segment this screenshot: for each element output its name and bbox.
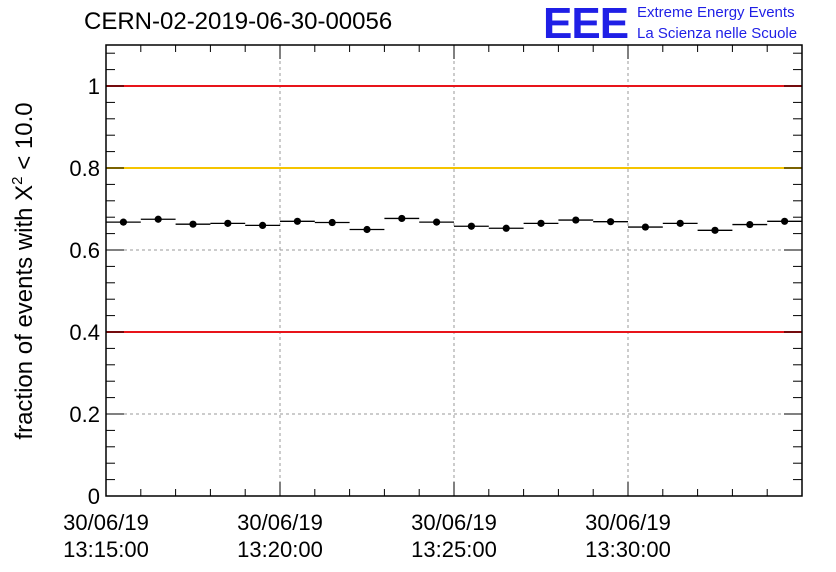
y-tick-labels: 0 0.2 0.4 0.6 0.8 1 xyxy=(69,74,100,509)
data-point xyxy=(259,221,267,229)
data-point-group xyxy=(697,226,733,234)
x-tick-label-time: 13:15:00 xyxy=(63,537,149,562)
data-point-group xyxy=(280,217,315,225)
y-tick-label: 0.8 xyxy=(69,156,100,181)
data-point xyxy=(328,218,336,227)
data-point xyxy=(363,225,371,234)
data-point-group xyxy=(767,217,802,225)
data-point-group xyxy=(245,221,280,229)
eee-logo-mark: EEE xyxy=(543,0,629,48)
y-axis-label-prefix: fraction of events with xyxy=(11,201,38,440)
data-point-group xyxy=(593,218,628,226)
data-point-group xyxy=(732,220,768,229)
logo-line-2: La Scienza nelle Scuole xyxy=(637,25,798,42)
data-points xyxy=(106,214,802,234)
y-axis-label: fraction of events with X2 < 10.0 xyxy=(9,102,38,439)
x-tick-label-time: 13:25:00 xyxy=(411,537,497,562)
data-point-group xyxy=(175,220,211,228)
data-point xyxy=(293,217,301,225)
data-point xyxy=(676,219,684,227)
axis-ticks xyxy=(105,45,803,497)
data-point xyxy=(641,223,650,231)
plot-title: CERN-02-2019-06-30-00056 xyxy=(84,8,393,35)
data-point xyxy=(154,215,162,223)
data-point xyxy=(224,219,232,227)
y-tick-label: 0 xyxy=(88,484,100,509)
grid xyxy=(106,45,802,496)
y-tick-label: 0.6 xyxy=(69,238,100,263)
x-tick-label-date: 30/06/19 xyxy=(63,510,149,535)
data-point xyxy=(711,226,719,234)
data-point xyxy=(537,219,545,227)
x-tick-label-date: 30/06/19 xyxy=(411,510,497,535)
x-tick-label-time: 13:30:00 xyxy=(585,537,671,562)
data-point-group xyxy=(106,218,141,226)
data-point-group xyxy=(384,214,420,223)
data-point-group xyxy=(662,219,698,227)
data-point-group xyxy=(488,224,524,232)
x-tick-label-time: 13:20:00 xyxy=(237,537,323,562)
data-point xyxy=(433,218,441,226)
data-point xyxy=(189,220,197,228)
data-point-group xyxy=(523,219,559,227)
logo-line-1: Extreme Energy Events xyxy=(637,4,795,21)
data-point xyxy=(119,218,127,226)
data-point xyxy=(781,217,789,225)
data-point-group xyxy=(558,216,594,224)
data-point xyxy=(467,222,475,230)
data-point xyxy=(746,220,754,229)
data-point-group xyxy=(140,215,176,223)
data-point xyxy=(398,214,406,223)
data-point-group xyxy=(419,218,454,226)
y-tick-label: 0.2 xyxy=(69,402,100,427)
y-tick-label: 0.4 xyxy=(69,320,100,345)
eee-logo: EEE Extreme Energy Events La Scienza nel… xyxy=(543,2,833,46)
data-point xyxy=(607,218,615,226)
reference-lines xyxy=(106,85,802,333)
x-tick-labels: 30/06/1913:15:0030/06/1913:20:0030/06/19… xyxy=(63,510,671,562)
data-point-group xyxy=(349,225,385,234)
x-tick-label-date: 30/06/19 xyxy=(237,510,323,535)
data-point-group xyxy=(314,218,350,227)
y-axis-label-symbol: X xyxy=(11,185,38,201)
y-tick-label: 1 xyxy=(88,74,100,99)
x-tick-label-date: 30/06/19 xyxy=(585,510,671,535)
data-point-group xyxy=(454,222,489,230)
y-axis-label-suffix: < 10.0 xyxy=(11,102,38,176)
y-axis-label-superscript: 2 xyxy=(9,176,26,184)
data-point xyxy=(502,224,510,232)
data-point xyxy=(572,216,580,224)
data-point-group xyxy=(210,219,246,227)
data-point-group xyxy=(628,223,663,231)
